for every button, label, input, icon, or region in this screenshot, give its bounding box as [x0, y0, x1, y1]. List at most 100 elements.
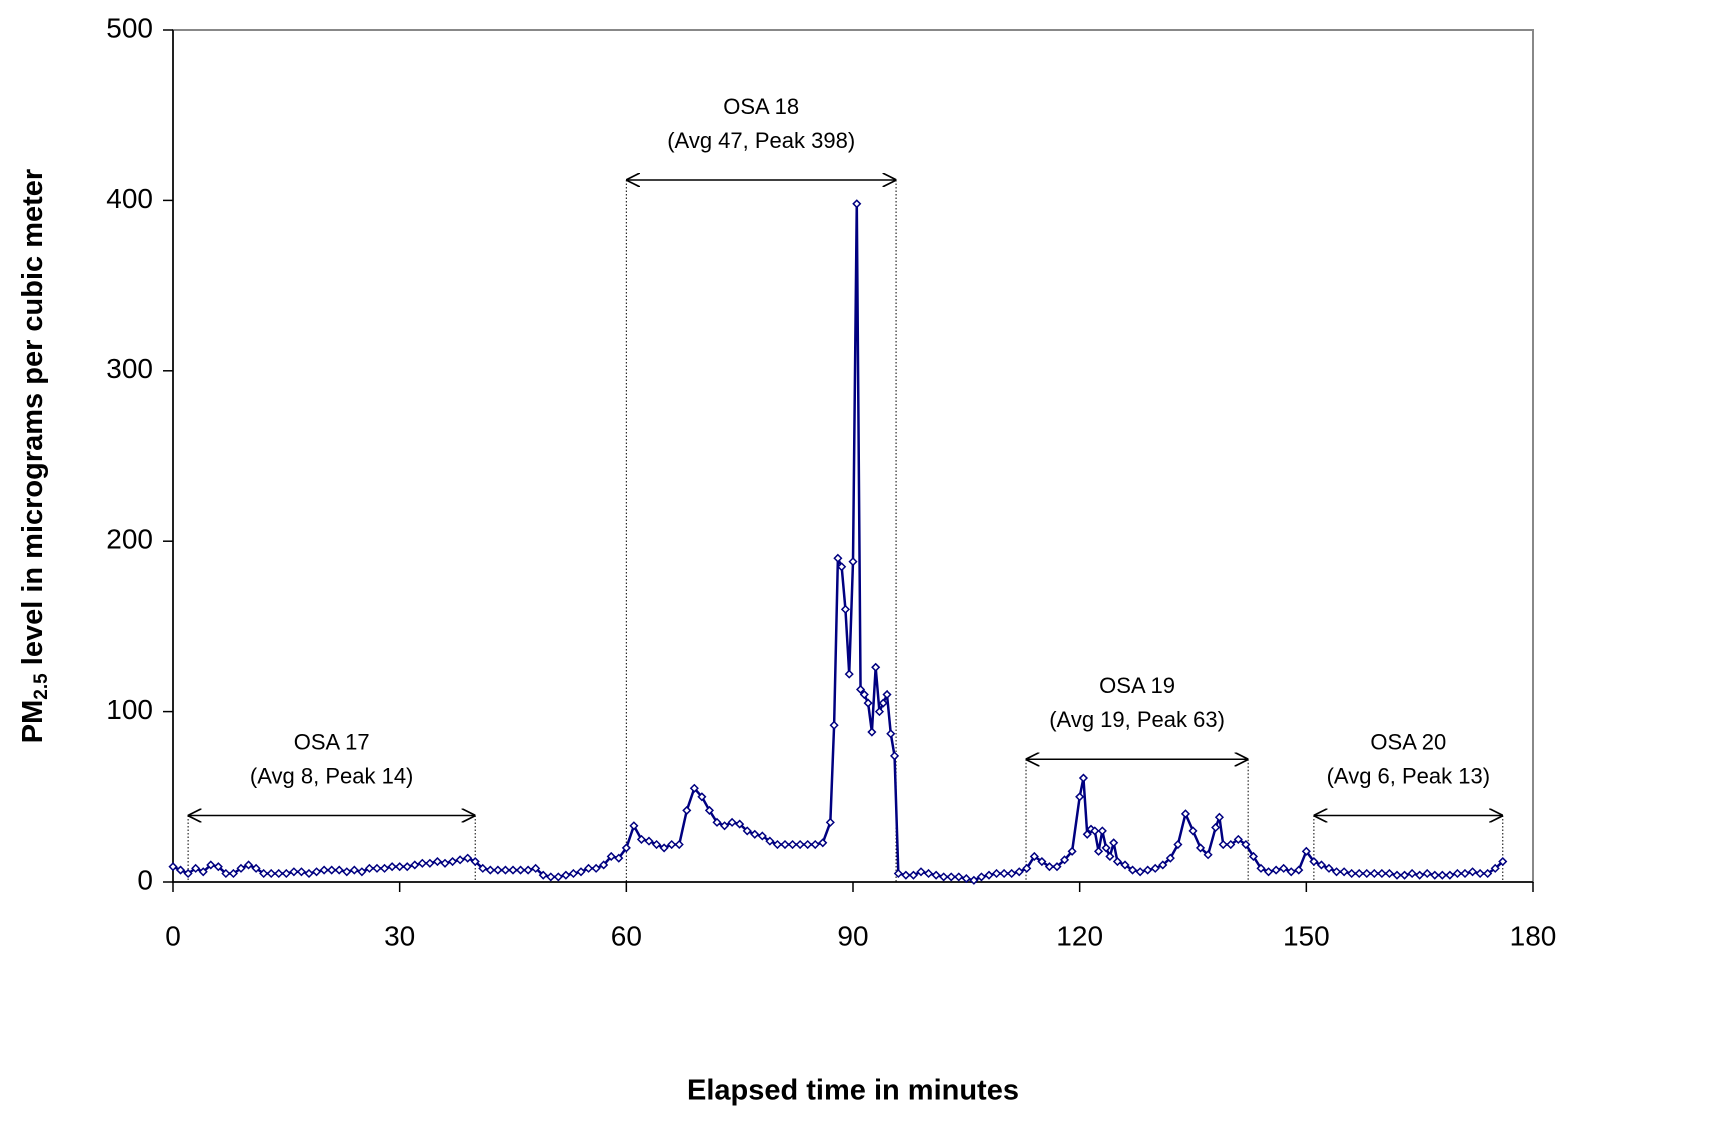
data-point	[923, 868, 934, 879]
y-label-rest: level in micrograms per cubic meter	[17, 169, 49, 673]
data-point	[1203, 850, 1213, 860]
data-point	[651, 839, 662, 850]
data-point	[1399, 870, 1410, 880]
data-point	[1498, 856, 1508, 867]
data-point	[1090, 826, 1100, 836]
data-point	[742, 826, 752, 836]
data-point	[825, 817, 835, 827]
data-point	[750, 829, 760, 839]
data-point	[561, 870, 571, 880]
data-point	[946, 872, 956, 882]
data-point	[455, 855, 465, 865]
data-point	[1301, 846, 1311, 856]
data-point	[1392, 870, 1402, 880]
data-point	[281, 868, 291, 879]
data-point	[1263, 867, 1274, 877]
data-point	[402, 862, 412, 872]
annotation-detail: (Avg 19, Peak 63)	[1049, 707, 1225, 732]
data-point	[954, 872, 964, 882]
data-point	[735, 819, 745, 829]
data-point	[1271, 865, 1281, 875]
data-point	[523, 865, 533, 875]
data-point	[636, 834, 647, 844]
data-point	[976, 872, 987, 882]
data-point	[1214, 812, 1225, 822]
data-point	[432, 856, 443, 867]
data-point	[1483, 868, 1493, 879]
data-point	[810, 839, 820, 850]
data-point	[1007, 868, 1017, 879]
data-point	[1286, 867, 1296, 877]
data-point	[1475, 868, 1485, 879]
data-point	[1384, 868, 1395, 879]
annotation-title: OSA 19	[1099, 673, 1175, 698]
data-point	[1188, 826, 1198, 836]
y-label-sub: 2.5	[31, 673, 52, 700]
data-point	[1075, 792, 1085, 802]
data-point	[583, 863, 594, 873]
data-point	[327, 865, 337, 875]
data-point	[1022, 863, 1032, 873]
x-tick-label: 180	[1510, 920, 1557, 951]
data-point	[961, 874, 971, 884]
data-point	[191, 863, 201, 873]
data-point	[1109, 838, 1119, 848]
data-point	[871, 662, 881, 672]
data-point	[1294, 865, 1304, 875]
y-tick-label: 0	[137, 864, 153, 895]
annotation-detail: (Avg 47, Peak 398)	[667, 128, 855, 153]
data-point	[379, 863, 390, 873]
data-point	[803, 839, 813, 850]
data-point	[546, 872, 556, 882]
data-point	[840, 604, 851, 614]
data-point	[844, 669, 854, 679]
data-point	[1256, 863, 1266, 873]
data-point	[855, 684, 866, 695]
data-point	[1158, 860, 1168, 870]
data-point	[485, 865, 495, 875]
data-point	[259, 868, 269, 879]
data-point	[1195, 843, 1206, 853]
data-point	[319, 865, 329, 875]
data-point	[515, 865, 526, 875]
data-point	[969, 875, 979, 885]
data-point	[1059, 855, 1070, 865]
data-point	[1078, 773, 1089, 783]
data-point	[1248, 851, 1259, 862]
data-point	[1120, 860, 1130, 870]
data-point	[893, 868, 903, 879]
data-point	[1037, 856, 1047, 867]
data-point	[183, 868, 193, 879]
data-point	[1422, 868, 1432, 879]
data-point	[1105, 851, 1115, 862]
data-point	[682, 805, 692, 815]
data-point	[1180, 809, 1191, 819]
data-point	[372, 863, 382, 873]
data-point	[697, 792, 707, 802]
data-point	[1279, 863, 1289, 873]
data-point	[168, 862, 178, 872]
data-point	[251, 863, 261, 873]
data-point	[818, 838, 828, 848]
data-point	[780, 839, 790, 850]
annotation-title: OSA 20	[1370, 729, 1446, 754]
data-point	[198, 867, 208, 877]
data-point	[704, 805, 715, 815]
data-point	[772, 839, 783, 850]
data-point	[531, 863, 541, 873]
data-point	[837, 562, 847, 572]
data-point	[334, 865, 344, 875]
data-point	[342, 867, 352, 877]
data-point	[1067, 846, 1077, 856]
data-point	[874, 707, 885, 717]
data-point	[916, 867, 926, 877]
data-point	[364, 863, 375, 873]
annotation-detail: (Avg 6, Peak 13)	[1327, 763, 1490, 788]
data-point	[1316, 860, 1327, 870]
data-point	[1173, 839, 1183, 850]
y-axis-label: PM2.5 level in micrograms per cubic mete…	[17, 169, 52, 743]
data-point	[591, 863, 601, 873]
data-point	[1112, 856, 1123, 867]
y-tick-label: 500	[106, 12, 153, 43]
data-point	[667, 839, 677, 850]
